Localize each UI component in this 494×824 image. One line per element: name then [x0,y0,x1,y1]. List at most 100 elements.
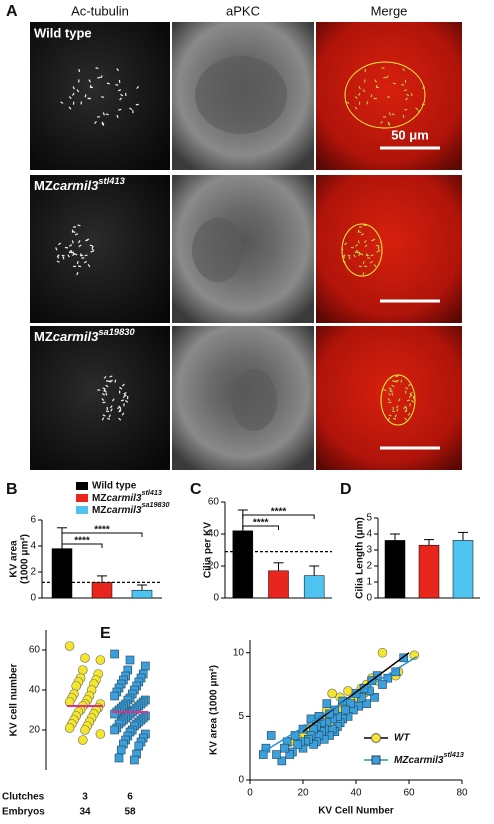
y-tick-label: 5 [366,513,372,524]
cilium [67,254,70,258]
cilium [102,387,106,390]
cilium-merge [389,388,392,392]
point [64,723,75,733]
cilium [118,409,122,413]
y-tick-label: 0 [238,775,244,786]
kv-lumen [231,369,277,431]
undefined-prefix: MZ [92,493,106,504]
undefined: MZcarmil3sa19830 [34,327,136,344]
cilium [91,248,95,252]
cilium-merge [409,403,411,407]
x-tick-label: 0 [247,788,253,799]
legend-label: WT [394,733,410,744]
cilium-merge [395,379,399,382]
point [351,689,361,698]
undefined-allele: sa19830 [98,327,135,337]
cilium [118,417,122,421]
micrograph [316,22,462,170]
point [78,735,88,745]
cilium [101,398,105,402]
cilium [70,251,74,254]
fit-line [262,655,418,753]
point [293,740,303,749]
cilium [76,260,79,265]
cilium [109,379,113,382]
legend-marker [371,755,381,765]
cilium-merge [406,399,410,402]
cilium [90,250,94,253]
point [80,725,90,735]
cilium [100,75,103,79]
y-tick-label: 10 [233,647,245,658]
cilium-merge [405,97,408,101]
cilium [119,97,122,101]
point [266,731,276,740]
cilium [80,101,83,105]
cilium [119,386,123,390]
cilium [55,247,58,251]
cilium [72,230,76,234]
point [125,655,135,665]
y-tick-label: 60 [208,497,220,508]
cilium [97,76,101,79]
y-tick-label: 2 [366,561,372,572]
cilium-merge [354,106,358,110]
cilium [116,68,120,72]
point [78,665,88,675]
point [285,750,295,759]
table-value: 3 [82,792,88,803]
cilium [68,96,72,99]
legend-label-prefix: MZ [394,755,409,766]
kv-outline [344,61,426,129]
cilium [95,67,99,70]
cilium [123,393,127,397]
cilium-merge [391,384,395,388]
panel-label: C [190,481,202,498]
cilium [91,245,94,249]
cilium-merge [404,410,408,413]
cilium [123,391,127,395]
legend-label-gene: carmil3 [408,755,443,766]
undefined-allele: sa19830 [141,500,169,509]
image-panels [30,22,462,470]
cilium [110,408,113,412]
cilium-merge [407,383,411,387]
undefined-allele: stl413 [98,176,125,186]
cilium-merge [356,251,360,254]
undefined-prefix: MZ [34,329,53,344]
cilium-merge [395,405,399,409]
cilium-merge [360,233,365,236]
undefined: Wild type [34,25,92,40]
y-tick-label: 20 [29,725,41,736]
cilium [62,256,65,260]
cilium [121,383,125,387]
cilium [101,121,105,125]
cilium [94,120,97,125]
significance-label: **** [94,525,110,536]
cilium [101,417,105,421]
undefined: MZcarmil3sa19830 [92,500,169,515]
y-tick-label: 2 [30,567,36,578]
cilium-merge [387,121,391,125]
y-tick-label: 6 [30,515,36,526]
point [280,743,289,753]
cilium-merge [376,250,380,253]
cilium [57,255,59,259]
point [399,653,409,663]
cilium [78,244,82,248]
cilium-merge [403,406,407,409]
significance-bracket [242,514,315,519]
cilium [68,106,72,110]
cilium-merge [398,398,401,402]
column-header: Merge [371,3,408,18]
kv-outline [341,223,383,277]
undefined-gene: carmil3 [106,493,141,504]
undefined: Wild type [92,481,137,492]
x-tick-label: 60 [403,788,415,799]
cilium-merge [388,393,392,396]
point [377,647,388,658]
bar [91,582,113,599]
cilium [106,82,110,85]
cilium [129,107,133,111]
